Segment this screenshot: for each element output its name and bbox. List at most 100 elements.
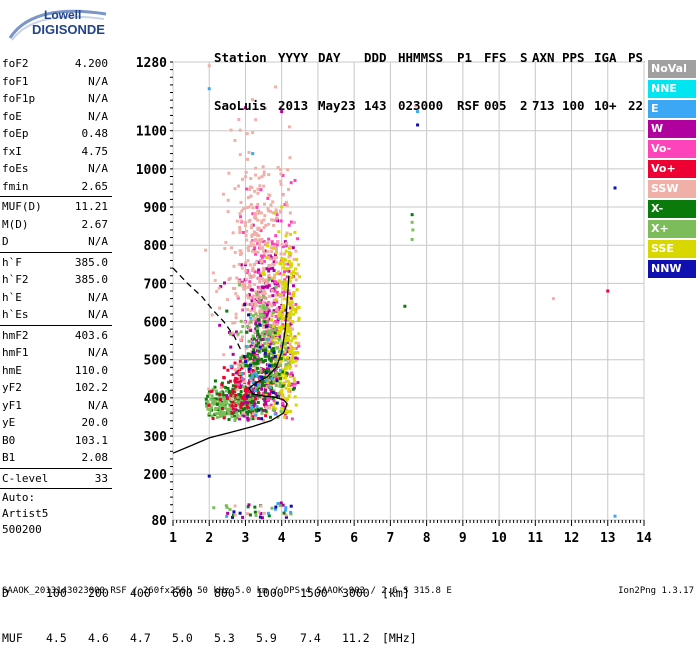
echo-point xyxy=(268,193,272,197)
echo-point xyxy=(294,341,298,345)
echo-point xyxy=(233,368,237,372)
echo-point xyxy=(265,303,269,307)
echo-point xyxy=(247,503,251,507)
echo-point xyxy=(226,198,230,202)
echo-point xyxy=(284,249,288,253)
echo-point xyxy=(262,173,266,177)
echo-point xyxy=(283,373,287,377)
echo-point xyxy=(287,382,291,386)
echo-point xyxy=(275,249,279,253)
echo-point xyxy=(233,513,237,517)
echo-point xyxy=(229,393,233,397)
echo-point xyxy=(411,228,415,232)
echo-point xyxy=(288,342,292,346)
header-label-11: PS xyxy=(628,50,644,65)
echo-point xyxy=(281,401,285,405)
echo-point xyxy=(218,398,222,402)
echo-point xyxy=(280,388,284,392)
echo-point xyxy=(261,286,265,290)
header-value-11: 22 xyxy=(628,98,644,113)
x-tick-label: 2 xyxy=(205,531,213,546)
echo-point xyxy=(254,366,258,370)
echo-point xyxy=(271,294,275,298)
echo-point xyxy=(270,218,274,222)
echo-point xyxy=(255,296,259,300)
echo-point xyxy=(275,336,279,340)
echo-point xyxy=(266,207,270,211)
muf-cell: 4.7 xyxy=(130,631,151,645)
echo-point xyxy=(234,408,238,412)
echo-point xyxy=(227,417,231,421)
echo-point xyxy=(262,269,266,273)
echo-point xyxy=(227,330,231,334)
echo-point xyxy=(211,400,215,404)
echo-point xyxy=(212,398,216,402)
echo-point xyxy=(252,398,256,402)
echo-point xyxy=(228,507,232,511)
echo-point xyxy=(262,271,266,275)
echo-point xyxy=(263,358,267,362)
echo-point xyxy=(287,125,291,129)
echo-point xyxy=(265,267,269,271)
echo-point xyxy=(268,368,272,372)
echo-point xyxy=(264,405,268,409)
echo-point xyxy=(245,330,249,334)
echo-point xyxy=(279,172,283,176)
echo-point xyxy=(258,279,262,283)
legend-item-x: X+ xyxy=(648,220,696,238)
echo-point xyxy=(236,414,240,418)
echo-point xyxy=(290,359,294,363)
echo-point xyxy=(278,384,282,388)
echo-point xyxy=(237,400,241,404)
echo-point xyxy=(281,384,285,388)
x-tick-label: 11 xyxy=(527,531,543,546)
echo-point xyxy=(215,415,219,419)
echo-point xyxy=(267,264,271,268)
echo-point xyxy=(273,273,277,277)
echo-point xyxy=(280,359,284,363)
echo-point xyxy=(276,333,280,337)
echo-point xyxy=(253,356,257,360)
echo-point xyxy=(272,301,276,305)
echo-point xyxy=(254,394,258,398)
echo-point xyxy=(286,340,290,344)
echo-point xyxy=(273,363,277,367)
echo-point xyxy=(282,345,286,349)
echo-point xyxy=(252,337,256,341)
echo-point xyxy=(248,354,252,358)
echo-point xyxy=(279,357,283,361)
echo-point xyxy=(213,278,217,282)
param-row: hmF2 403.6 xyxy=(0,327,112,345)
echo-point xyxy=(222,412,226,416)
distance-muf-table: D 100 200 400 600 800 1000 1500 3000 [km] MUF 4.5 4… xyxy=(2,556,417,661)
echo-point xyxy=(260,411,264,415)
echo-point xyxy=(239,379,243,383)
echo-point xyxy=(260,237,264,241)
echo-point xyxy=(274,218,278,222)
echo-point xyxy=(252,371,256,375)
echo-point xyxy=(272,342,276,346)
echo-point xyxy=(241,335,245,339)
echo-point xyxy=(266,511,270,515)
echo-point xyxy=(276,320,280,324)
echo-point xyxy=(218,411,222,415)
echo-point xyxy=(251,307,255,311)
echo-point xyxy=(206,407,210,411)
echo-point xyxy=(251,372,255,376)
echo-point xyxy=(249,388,253,392)
echo-point xyxy=(253,316,257,320)
param-row: hmE 110.0 xyxy=(0,362,112,380)
echo-point xyxy=(279,374,283,378)
echo-point xyxy=(275,213,279,217)
echo-point xyxy=(236,383,240,387)
echo-point xyxy=(262,290,266,294)
echo-point xyxy=(267,339,271,343)
echo-point xyxy=(250,224,254,228)
echo-point xyxy=(268,257,272,261)
echo-point xyxy=(255,341,259,345)
echo-point xyxy=(287,330,291,334)
echo-point xyxy=(263,399,267,403)
echo-point xyxy=(268,345,272,349)
echo-point xyxy=(257,292,261,296)
param-name: C-level xyxy=(2,471,49,485)
